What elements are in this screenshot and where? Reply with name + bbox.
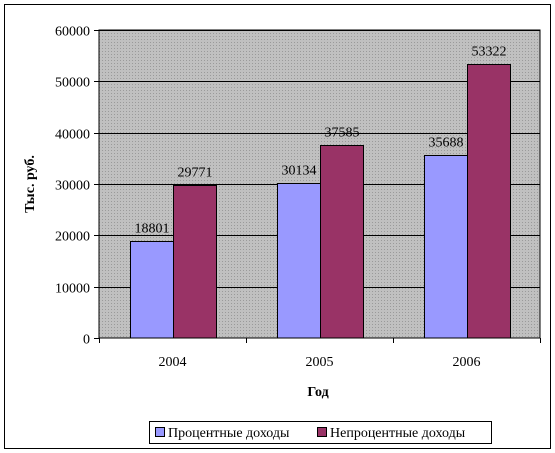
y-axis-title: Тыс. руб. (23, 155, 38, 213)
y-tick-label: 60000 (55, 25, 90, 40)
bar-series-1-2005 (277, 183, 321, 339)
data-labels: 18801 29771 30134 37585 35688 53322 (135, 45, 507, 237)
data-label: 29771 (178, 166, 213, 181)
y-axis-ticks: 0 10000 20000 30000 40000 50000 60000 (55, 25, 99, 348)
bars (130, 64, 511, 339)
y-tick-label: 50000 (55, 76, 90, 91)
data-label: 18801 (135, 222, 170, 237)
x-axis-ticks: 2004 2005 2006 (99, 338, 541, 370)
y-tick-label: 20000 (55, 230, 90, 245)
y-tick-label: 0 (83, 333, 90, 348)
x-tick-label: 2004 (159, 355, 187, 370)
y-tick-label: 30000 (55, 179, 90, 194)
bar-series-1-2006 (424, 155, 468, 339)
data-label: 35688 (429, 136, 464, 151)
legend-swatch-series-1 (155, 427, 165, 437)
bar-series-1-2004 (130, 241, 174, 339)
x-axis-title: Год (307, 385, 328, 400)
legend-swatch-series-2 (317, 427, 327, 437)
data-label: 30134 (282, 164, 317, 179)
data-label: 53322 (472, 45, 507, 60)
y-tick-label: 40000 (55, 128, 90, 143)
legend-label-series-2: Непроцентные доходы (330, 426, 466, 441)
bar-series-2-2005 (320, 145, 364, 339)
bar-series-2-2004 (173, 185, 217, 339)
legend: Процентные доходы Непроцентные доходы (149, 421, 492, 444)
y-tick-label: 10000 (55, 282, 90, 297)
x-tick-label: 2006 (453, 355, 481, 370)
legend-label-series-1: Процентные доходы (168, 426, 290, 441)
bar-series-2-2006 (467, 64, 511, 339)
x-tick-label: 2005 (306, 355, 334, 370)
data-label: 37585 (325, 126, 360, 141)
